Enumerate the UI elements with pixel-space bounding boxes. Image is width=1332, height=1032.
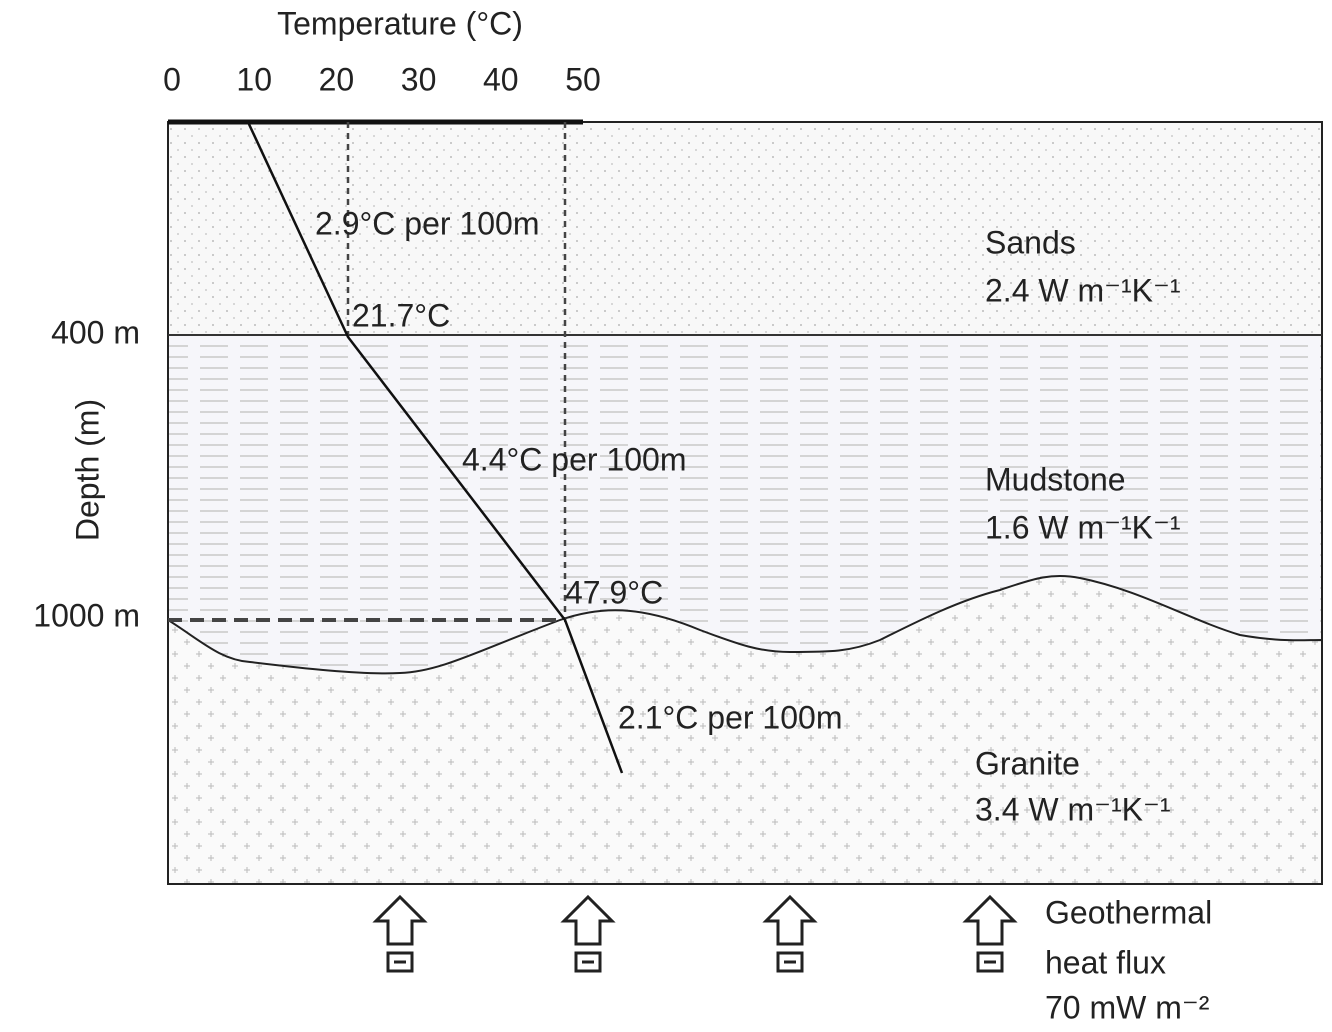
- flux-arrow: [962, 894, 1018, 946]
- layer-conductivity: 3.4 W m⁻¹K⁻¹: [975, 791, 1171, 827]
- gradient-label: 2.1°C per 100m: [618, 699, 842, 735]
- layers: [168, 122, 1322, 884]
- frame: [167, 121, 1323, 885]
- depth-title: Depth (m): [69, 399, 105, 541]
- sands-pattern: [168, 122, 1322, 335]
- tick-label: 50: [565, 61, 601, 97]
- axis-title: Temperature (°C): [277, 5, 523, 41]
- tick-label: 20: [319, 61, 355, 97]
- layer-conductivity: 1.6 W m⁻¹K⁻¹: [985, 509, 1181, 545]
- depth-label: 1000 m: [33, 597, 140, 633]
- flux-label: Geothermal: [1045, 894, 1212, 930]
- depth-label: 400 m: [51, 314, 140, 350]
- guides: [168, 122, 567, 622]
- temperature-label: 47.9°C: [565, 574, 663, 610]
- granite-boundary: [168, 574, 1322, 884]
- temperature-label: 21.7°C: [352, 297, 450, 333]
- layer-conductivity: 2.4 W m⁻¹K⁻¹: [985, 272, 1181, 308]
- flux-arrow: [372, 894, 428, 946]
- arrows: [372, 894, 1018, 973]
- flux-arrow: [762, 894, 818, 946]
- tick-label: 0: [163, 61, 181, 97]
- tick-label: 10: [236, 61, 272, 97]
- tick-label: 30: [401, 61, 437, 97]
- layer-name: Granite: [975, 745, 1080, 781]
- gradient-label: 4.4°C per 100m: [462, 441, 686, 477]
- layer-name: Mudstone: [985, 461, 1126, 497]
- geotherm: [246, 121, 624, 774]
- flux-arrow: [560, 894, 616, 946]
- flux-label: 70 mW m⁻²: [1045, 989, 1210, 1025]
- layer-name: Sands: [985, 224, 1076, 260]
- gradient-label: 2.9°C per 100m: [315, 205, 539, 241]
- flux-label: heat flux: [1045, 944, 1166, 980]
- tick-label: 40: [483, 61, 519, 97]
